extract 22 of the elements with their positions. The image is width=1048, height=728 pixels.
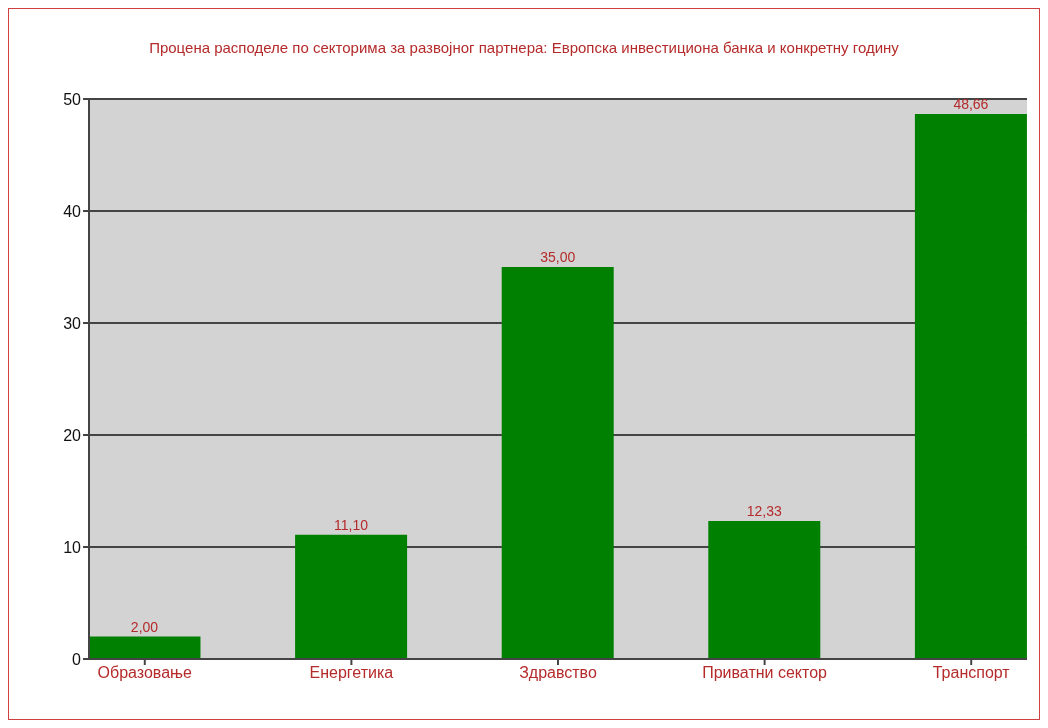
bar bbox=[914, 114, 1027, 659]
x-tick-label: Енергетика bbox=[309, 664, 394, 682]
x-tick-label: Образовање bbox=[97, 664, 193, 682]
y-tick-label: 30 bbox=[63, 314, 82, 332]
data-label: 35,00 bbox=[540, 249, 576, 265]
y-tick-label: 10 bbox=[63, 538, 82, 556]
y-tick-label: 20 bbox=[63, 426, 82, 444]
data-label: 11,10 bbox=[334, 516, 369, 533]
y-tick-label: 50 bbox=[63, 90, 82, 108]
y-tick-label: 40 bbox=[63, 202, 82, 220]
x-tick-label: Транспорт bbox=[932, 664, 1011, 682]
y-tick-label: 0 bbox=[72, 650, 82, 668]
data-label: 2,00 bbox=[130, 618, 159, 635]
data-label: 48,66 bbox=[953, 96, 989, 113]
x-tick-label: Приватни сектор bbox=[702, 664, 828, 682]
data-label: 12,33 bbox=[746, 502, 783, 519]
chart-title: Процена расподеле по секторима за развојног партнера: Европска инвестициона банка и конкретну годину bbox=[148, 39, 900, 56]
bar bbox=[708, 520, 821, 659]
x-tick-label: Здравство bbox=[519, 664, 597, 682]
bar bbox=[501, 267, 614, 659]
bar bbox=[295, 534, 408, 659]
bar bbox=[89, 636, 201, 659]
